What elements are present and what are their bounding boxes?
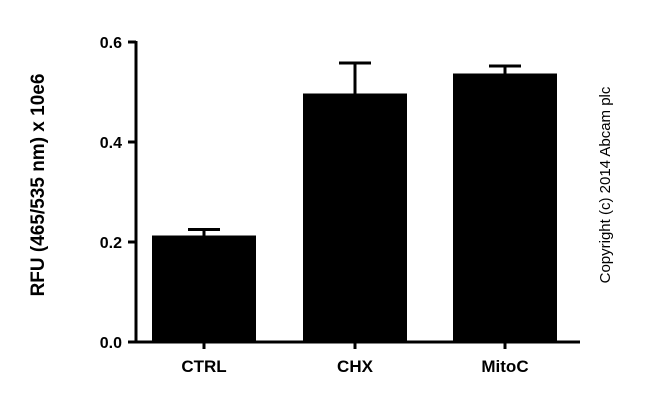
y-ticks-layer: 0.0 0.2 0.4 0.6 — [100, 35, 136, 352]
y-tick-label: 0.4 — [100, 135, 122, 152]
y-tick-label: 0.0 — [100, 335, 122, 352]
bar-chx — [303, 93, 407, 342]
x-tick-label-chx: CHX — [337, 357, 374, 376]
y-tick-label: 0.2 — [100, 235, 122, 252]
bar-mitoc — [453, 73, 557, 342]
x-labels-layer: CTRL CHX MitoC — [181, 342, 529, 376]
copyright-watermark: Copyright (c) 2014 Abcam plc — [597, 86, 614, 283]
x-tick-label-ctrl: CTRL — [181, 357, 226, 376]
error-bars-layer — [188, 61, 521, 236]
bar-ctrl — [152, 235, 256, 342]
y-tick-label: 0.6 — [100, 35, 122, 52]
y-axis-label: RFU (465/535 nm) x 10e6 — [28, 74, 49, 297]
x-tick-label-mitoc: MitoC — [481, 357, 528, 376]
bars-layer — [152, 73, 557, 342]
